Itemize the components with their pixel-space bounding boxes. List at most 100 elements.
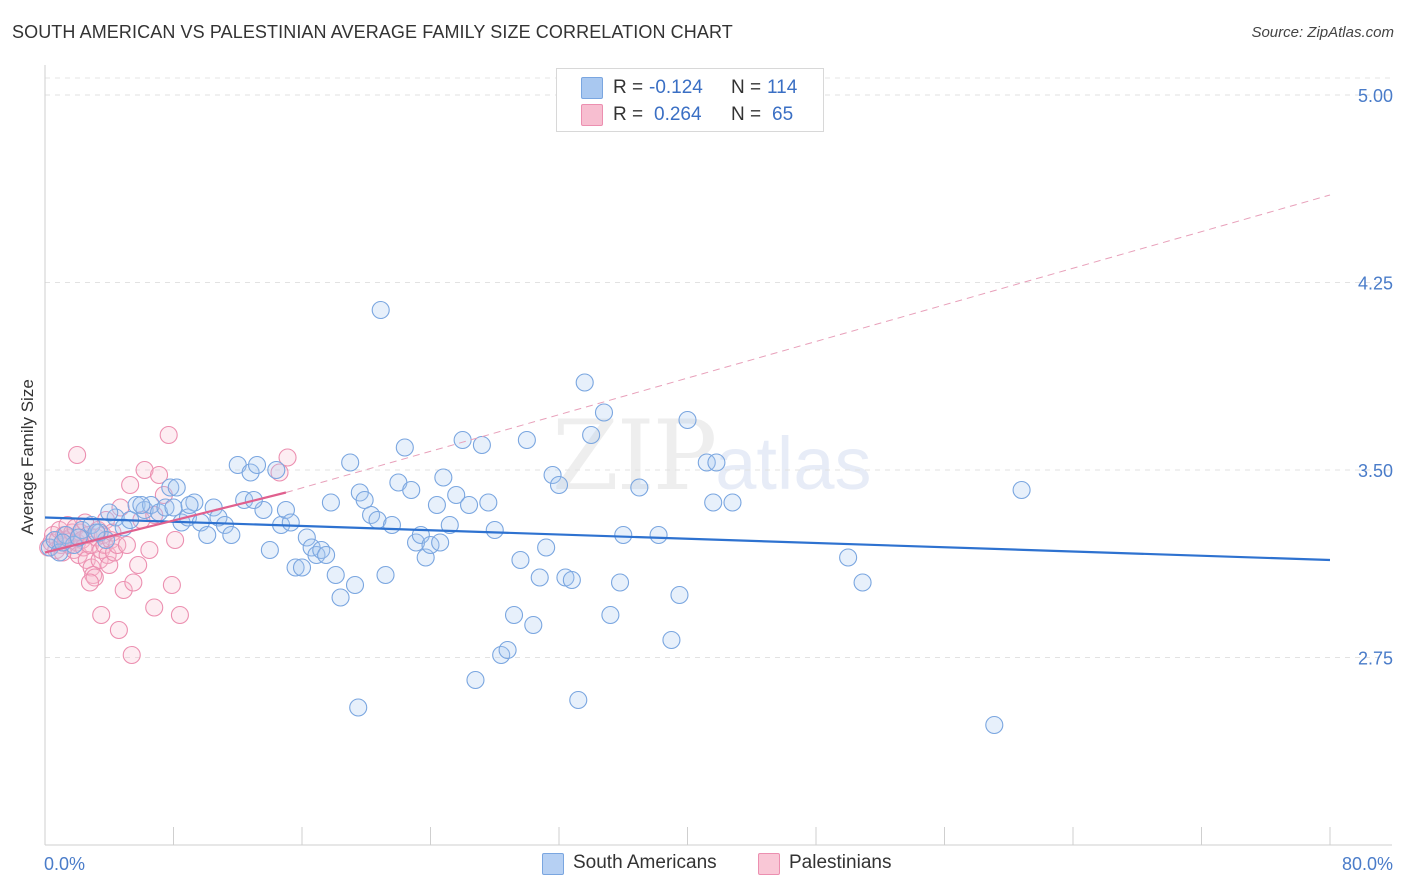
legend-r-value: 0.264	[654, 104, 702, 125]
legend-label-south-americans: South Americans	[573, 852, 717, 873]
south-american-point	[610, 573, 630, 592]
south-american-point	[707, 453, 726, 472]
south-american-point	[662, 630, 681, 650]
palestinian-point	[80, 573, 100, 592]
south-american-point	[164, 498, 183, 517]
south-american-point	[260, 540, 279, 560]
south-american-point	[312, 540, 331, 560]
south-american-point	[349, 698, 368, 717]
south-american-point	[517, 430, 536, 450]
south-american-point	[485, 520, 504, 540]
south-american-point	[839, 548, 858, 567]
south-american-point	[254, 500, 273, 520]
legend-swatch-palestinians	[758, 853, 780, 875]
south-american-point	[440, 515, 459, 535]
legend-r-value: -0.124	[649, 77, 703, 98]
south-american-point	[582, 425, 601, 445]
south-american-point	[472, 435, 491, 455]
south-american-point	[402, 480, 421, 500]
south-american-point	[601, 605, 620, 625]
south-american-point	[355, 490, 374, 510]
south-american-point	[562, 570, 581, 590]
y-tick-label: 2.75	[1358, 649, 1393, 669]
palestinians-trend-extension	[285, 194, 1331, 493]
tick-labels: 2.75 3.50 4.25 5.00 0.0% 80.0%	[44, 86, 1393, 874]
south-american-point	[447, 485, 466, 505]
y-tick-label: 3.50	[1358, 461, 1393, 481]
south-american-point	[331, 588, 350, 607]
south-american-point	[511, 550, 530, 570]
south-american-point	[459, 495, 479, 515]
south-american-point	[504, 605, 524, 625]
south-american-point	[670, 585, 689, 605]
x-tick-label-min: 0.0%	[44, 854, 85, 874]
south-american-point	[479, 493, 498, 512]
south-american-point	[697, 453, 716, 472]
south-american-point	[569, 690, 588, 710]
palestinian-point	[111, 498, 130, 517]
south-american-point	[498, 640, 517, 660]
axes	[44, 65, 1392, 846]
south-american-point	[453, 430, 472, 450]
south-american-point	[286, 558, 305, 577]
source-credit: Source: ZipAtlas.com	[1251, 24, 1394, 41]
palestinian-point	[135, 460, 154, 480]
south-american-point	[434, 468, 453, 487]
palestinian-point	[145, 598, 164, 617]
legend-n-label: N =	[731, 77, 762, 98]
south-american-point	[723, 493, 742, 512]
south-american-point	[678, 410, 697, 430]
south-american-point	[594, 403, 614, 422]
legend-r-label: R =	[613, 104, 644, 125]
south-american-point	[985, 715, 1004, 735]
palestinians-trend-line	[44, 491, 287, 554]
south-american-point	[341, 453, 360, 472]
south-american-point	[376, 565, 395, 585]
south-american-point	[530, 568, 549, 587]
south-american-point	[247, 455, 267, 475]
legend-swatch-south-americans	[542, 853, 564, 875]
palestinian-point	[170, 605, 189, 625]
south-american-point	[1012, 480, 1031, 500]
south-american-point	[537, 538, 556, 557]
legend-swatch-palestinians	[581, 104, 603, 126]
legend-label-palestinians: Palestinians	[789, 852, 892, 873]
south-american-point	[297, 528, 316, 547]
south-american-point	[543, 465, 562, 485]
south-american-point	[198, 525, 217, 545]
south-american-point	[326, 565, 345, 585]
south-american-point	[281, 513, 300, 532]
trend-lines	[44, 194, 1331, 562]
palestinian-point	[166, 530, 185, 550]
palestinian-point	[114, 580, 133, 600]
south-american-point	[853, 573, 872, 592]
south-american-point	[222, 525, 241, 545]
south-american-point	[549, 475, 569, 495]
south-american-point	[100, 503, 119, 522]
south-american-point	[382, 515, 402, 535]
series-legend: South Americans Palestinians	[0, 852, 1406, 876]
south-american-point	[630, 478, 649, 497]
watermark-atlas: atlas	[715, 422, 872, 505]
south-american-point	[524, 615, 543, 635]
palestinian-point	[108, 535, 127, 555]
palestinian-point	[140, 540, 159, 560]
palestinians-points	[39, 425, 297, 665]
south-american-point	[466, 670, 485, 690]
palestinian-point	[117, 535, 136, 555]
palestinian-point	[124, 573, 143, 592]
legend-n-value: 114	[767, 77, 798, 98]
south-american-point	[575, 373, 594, 392]
palestinian-point	[85, 568, 104, 587]
palestinian-point	[109, 620, 128, 640]
south-american-point	[614, 525, 633, 545]
palestinian-point	[159, 425, 178, 445]
legend-n-label: N =	[731, 104, 762, 125]
watermark: ZIPatlas	[552, 400, 872, 512]
palestinian-point	[68, 445, 87, 465]
grid-lines	[45, 77, 1392, 658]
south-american-point	[87, 523, 106, 542]
palestinian-point	[92, 605, 111, 625]
south-american-point	[241, 463, 260, 482]
